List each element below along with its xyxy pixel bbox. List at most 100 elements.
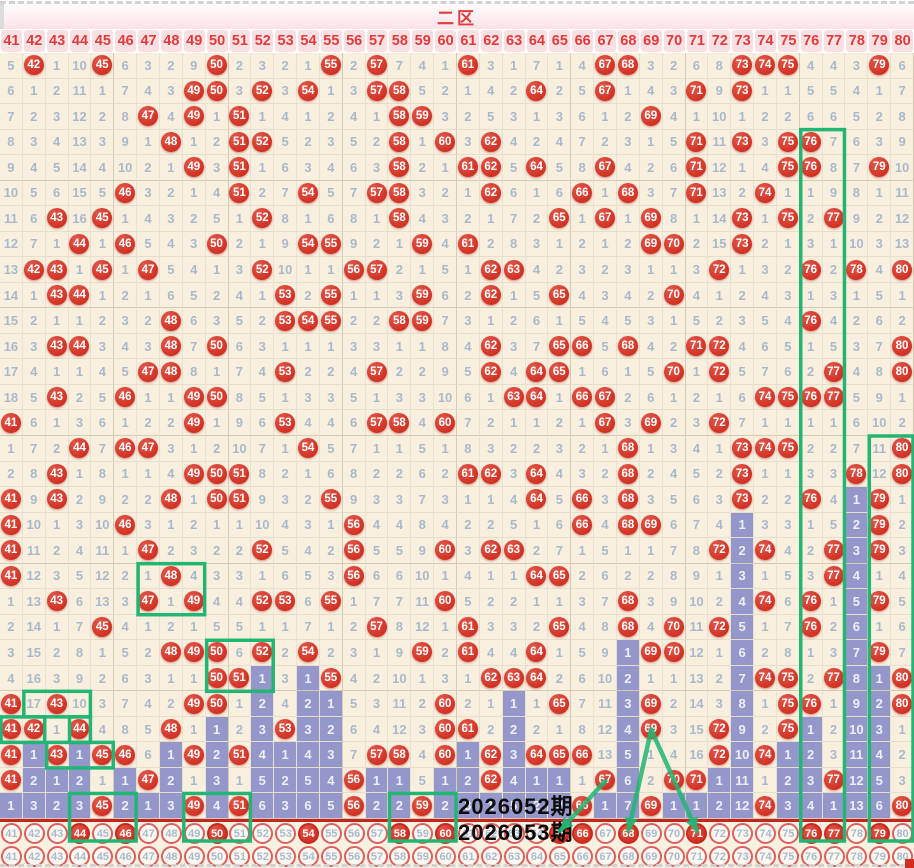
- drawn-ball: 49: [183, 106, 204, 127]
- miss-cell: 1: [616, 538, 640, 564]
- drawn-ball: 74: [754, 540, 775, 561]
- axis-ball-outline-62: 62: [480, 823, 502, 844]
- purple-miss-cell: 1: [434, 767, 457, 794]
- miss-cell: 3: [891, 538, 914, 564]
- miss-cell: 1: [45, 53, 69, 79]
- miss-cell: 4: [754, 155, 777, 181]
- drawn-ball: 75: [777, 668, 798, 689]
- drawn-ball: 63: [503, 259, 524, 280]
- purple-miss-cell: 1: [822, 793, 846, 819]
- purple-miss-cell: 2: [388, 793, 412, 819]
- ball-62: 62: [479, 129, 503, 156]
- ball-72: 72: [708, 742, 732, 768]
- miss-cell: 3: [662, 435, 686, 462]
- miss-cell: 3: [685, 257, 709, 283]
- drawn-ball: 48: [160, 489, 181, 510]
- miss-cell: 1: [228, 512, 252, 539]
- miss-cell: 3: [411, 384, 435, 411]
- drawn-ball: 80: [892, 668, 913, 689]
- axis-cell-60: 60: [434, 845, 457, 868]
- ball-42: 42: [22, 53, 46, 79]
- miss-cell: 3: [251, 53, 275, 79]
- drawn-ball: 41: [0, 565, 21, 586]
- purple-miss-cell: 2: [205, 742, 229, 768]
- miss-cell: 1: [45, 231, 69, 258]
- ball-68: 68: [616, 53, 640, 79]
- ball-64: 64: [525, 742, 549, 768]
- ball-49: 49: [182, 384, 206, 411]
- miss-cell: 7: [571, 691, 595, 717]
- ball-66: 66: [571, 512, 595, 539]
- ball-55: 55: [319, 282, 343, 309]
- column-header-73: 73: [732, 30, 754, 52]
- miss-cell: 1: [68, 257, 92, 283]
- ball-80: 80: [891, 333, 914, 360]
- miss-cell: 17: [0, 359, 23, 385]
- miss-cell: 4: [639, 614, 663, 641]
- miss-cell: 12: [68, 104, 92, 130]
- drawn-ball: 46: [115, 233, 136, 254]
- miss-cell: 1: [822, 691, 846, 717]
- ball-57: 57: [365, 53, 389, 79]
- miss-cell: 3: [502, 333, 526, 360]
- purple-miss-cell: 7: [731, 665, 755, 692]
- column-header-71: 71: [686, 30, 708, 52]
- miss-cell: 3: [525, 231, 549, 258]
- miss-cell: 1: [502, 410, 526, 436]
- drawn-ball: 73: [732, 208, 753, 229]
- axis-cell-72: 72: [708, 845, 731, 868]
- miss-cell: 3: [205, 308, 229, 334]
- drawn-ball: 49: [183, 642, 204, 663]
- column-header-54: 54: [298, 30, 319, 52]
- ball-42: 42: [22, 716, 46, 743]
- miss-cell: 3: [708, 487, 732, 513]
- miss-cell: 1: [776, 180, 800, 207]
- next-draw-cell-58: 58: [388, 822, 411, 845]
- purple-miss-cell: 4: [319, 767, 343, 794]
- ball-47: 47: [137, 538, 160, 564]
- miss-cell: 1: [616, 78, 640, 105]
- ball-80: 80: [891, 665, 914, 692]
- purple-miss-cell: 2: [274, 767, 298, 794]
- miss-cell: 5: [457, 589, 480, 615]
- drawn-ball: 43: [46, 744, 67, 765]
- next-draw-cell-77: 77: [823, 822, 846, 845]
- miss-cell: 1: [274, 333, 298, 360]
- miss-cell: 2: [891, 410, 914, 436]
- axis-ball-solid-54: 54: [297, 823, 319, 844]
- ball-74: 74: [754, 665, 777, 692]
- miss-cell: 1: [799, 282, 823, 309]
- miss-cell: 4: [639, 333, 663, 360]
- ball-45: 45: [91, 793, 115, 819]
- drawn-ball: 56: [343, 514, 364, 535]
- ball-80: 80: [891, 461, 914, 488]
- drawn-ball: 79: [869, 540, 890, 561]
- miss-cell: 4: [137, 691, 160, 717]
- miss-cell: 5: [22, 384, 46, 411]
- ball-74: 74: [754, 742, 777, 768]
- ball-41: 41: [0, 512, 23, 539]
- purple-miss-cell: 1: [45, 767, 69, 794]
- miss-cell: 7: [228, 359, 252, 385]
- drawn-ball: 58: [389, 157, 410, 178]
- ball-52: 52: [251, 206, 275, 232]
- miss-cell: 4: [205, 180, 229, 207]
- miss-cell: 6: [868, 308, 892, 334]
- column-header-43: 43: [46, 30, 68, 52]
- miss-cell: 16: [22, 665, 46, 692]
- miss-cell: 2: [274, 53, 298, 79]
- drawn-ball: 60: [435, 591, 456, 612]
- axis-ball-outline-61: 61: [457, 823, 479, 844]
- miss-cell: 4: [571, 53, 595, 79]
- ball-64: 64: [525, 640, 549, 666]
- drawn-ball: 68: [617, 336, 638, 357]
- ball-74: 74: [754, 53, 777, 79]
- miss-cell: 9: [662, 589, 686, 615]
- miss-cell: 1: [22, 78, 46, 105]
- miss-cell: 2: [205, 435, 229, 462]
- miss-cell: 2: [799, 538, 823, 564]
- axis-ball-outline-78: 78: [846, 823, 868, 844]
- column-header-74: 74: [755, 30, 776, 52]
- drawn-ball: 77: [823, 540, 844, 561]
- miss-cell: 3: [776, 512, 800, 539]
